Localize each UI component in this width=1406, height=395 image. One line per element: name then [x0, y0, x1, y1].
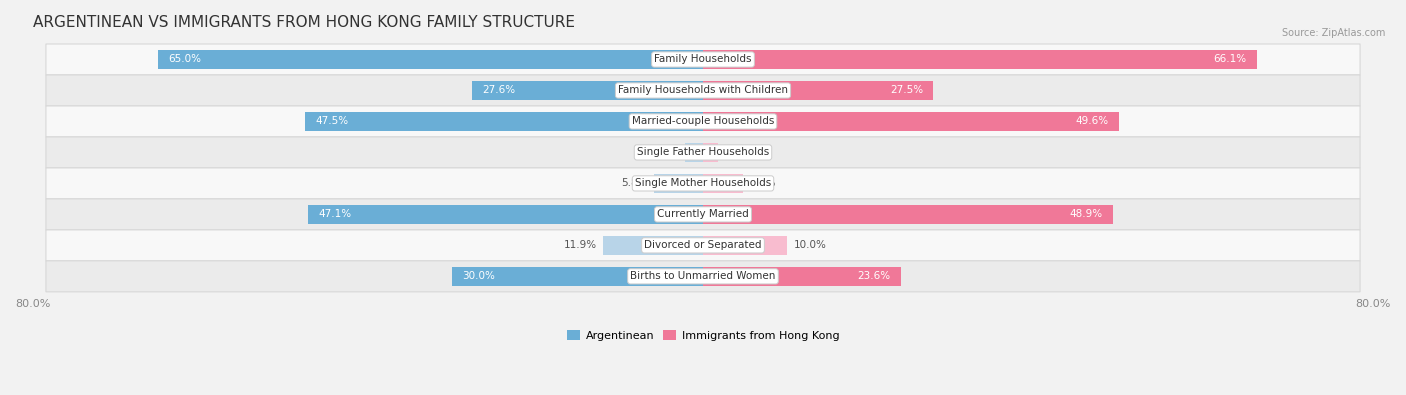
Text: Births to Unmarried Women: Births to Unmarried Women [630, 271, 776, 281]
Text: 10.0%: 10.0% [793, 241, 827, 250]
Text: 23.6%: 23.6% [858, 271, 890, 281]
Text: Family Households: Family Households [654, 55, 752, 64]
Text: Married-couple Households: Married-couple Households [631, 117, 775, 126]
Text: Family Households with Children: Family Households with Children [619, 85, 787, 96]
Legend: Argentinean, Immigrants from Hong Kong: Argentinean, Immigrants from Hong Kong [562, 326, 844, 345]
Text: 2.1%: 2.1% [652, 147, 679, 158]
Text: 47.1%: 47.1% [318, 209, 352, 219]
Bar [305, 112, 703, 131]
Text: 27.6%: 27.6% [482, 85, 515, 96]
FancyBboxPatch shape [46, 106, 1360, 137]
Bar [451, 267, 703, 286]
FancyBboxPatch shape [46, 261, 1360, 292]
Bar [654, 174, 703, 193]
Bar [472, 81, 703, 100]
Text: Divorced or Separated: Divorced or Separated [644, 241, 762, 250]
Bar [703, 174, 744, 193]
Text: Single Mother Households: Single Mother Households [636, 179, 770, 188]
Bar [308, 205, 703, 224]
Text: ARGENTINEAN VS IMMIGRANTS FROM HONG KONG FAMILY STRUCTURE: ARGENTINEAN VS IMMIGRANTS FROM HONG KONG… [32, 15, 575, 30]
Bar [685, 143, 703, 162]
Text: Currently Married: Currently Married [657, 209, 749, 219]
FancyBboxPatch shape [46, 199, 1360, 230]
Bar [703, 236, 787, 255]
Bar [703, 143, 718, 162]
Text: 47.5%: 47.5% [315, 117, 349, 126]
FancyBboxPatch shape [46, 44, 1360, 75]
FancyBboxPatch shape [46, 137, 1360, 168]
Bar [703, 205, 1112, 224]
Text: Single Father Households: Single Father Households [637, 147, 769, 158]
FancyBboxPatch shape [46, 168, 1360, 199]
Text: 30.0%: 30.0% [461, 271, 495, 281]
Text: 65.0%: 65.0% [169, 55, 201, 64]
Bar [703, 112, 1119, 131]
FancyBboxPatch shape [46, 230, 1360, 261]
Bar [703, 267, 901, 286]
FancyBboxPatch shape [46, 75, 1360, 106]
Text: 11.9%: 11.9% [564, 241, 596, 250]
Bar [603, 236, 703, 255]
Text: 48.9%: 48.9% [1070, 209, 1102, 219]
Text: 4.8%: 4.8% [749, 179, 776, 188]
Bar [703, 50, 1257, 69]
Text: Source: ZipAtlas.com: Source: ZipAtlas.com [1281, 28, 1385, 38]
Text: 27.5%: 27.5% [890, 85, 924, 96]
Text: 66.1%: 66.1% [1213, 55, 1247, 64]
Bar [159, 50, 703, 69]
Text: 1.8%: 1.8% [724, 147, 751, 158]
Text: 49.6%: 49.6% [1076, 117, 1108, 126]
Bar [703, 81, 934, 100]
Text: 5.8%: 5.8% [621, 179, 648, 188]
